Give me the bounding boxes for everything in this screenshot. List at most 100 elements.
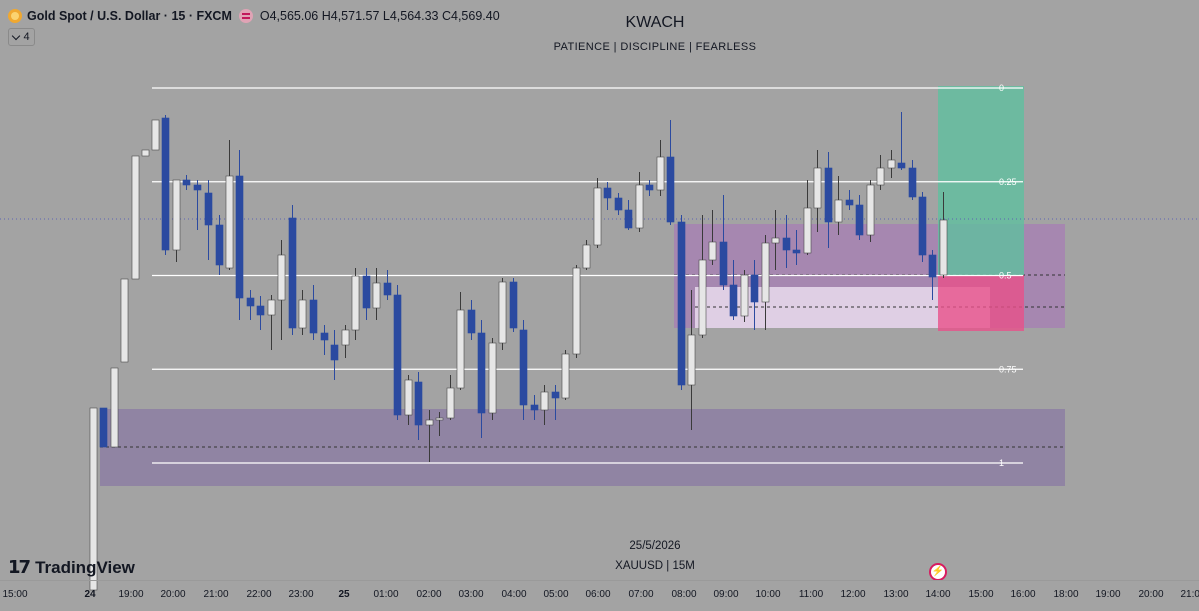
tradingview-wordmark: TradingView — [35, 557, 135, 577]
candle-body — [446, 387, 455, 419]
ohlc-values: O4,565.06 H4,571.57 L4,564.33 C4,569.40 — [259, 9, 500, 23]
candle-body — [582, 244, 591, 269]
candle-body — [792, 249, 801, 254]
time-tick-label: 25 — [338, 589, 350, 600]
market-status-icon[interactable] — [238, 9, 253, 23]
candle-body — [330, 344, 339, 361]
candle-body — [813, 167, 822, 209]
time-tick-label: 22:00 — [246, 589, 271, 600]
time-tick-label: 15:00 — [2, 589, 27, 600]
candle-body — [372, 282, 381, 309]
candle-body — [719, 241, 728, 286]
candle-body — [256, 305, 265, 316]
candle-body — [761, 242, 770, 303]
candle-body — [341, 329, 350, 346]
candle-body — [561, 353, 570, 399]
candle-body — [404, 379, 413, 416]
time-tick-label: 20:00 — [160, 589, 185, 600]
tradingview-logo[interactable]: 𝟭𝟳 TradingView — [8, 557, 135, 578]
chart-subtitle: PATIENCE | DISCIPLINE | FEARLESS — [553, 41, 757, 53]
candle-body — [351, 275, 360, 331]
candle-body — [309, 299, 318, 334]
candle-body — [845, 199, 854, 206]
candle-body — [477, 332, 486, 414]
symbol-title[interactable]: Gold Spot / U.S. Dollar · 15 · FXCM — [27, 9, 232, 23]
candle-body — [120, 278, 129, 363]
candle-body — [225, 175, 234, 269]
candle-body — [267, 299, 276, 316]
indicators-toggle-button[interactable]: 4 — [8, 28, 35, 46]
candle-body — [488, 342, 497, 414]
chevron-down-icon — [12, 31, 21, 40]
candle-body — [803, 207, 812, 254]
time-tick-label: 05:00 — [543, 589, 568, 600]
candle-body — [298, 299, 307, 329]
candle-body — [876, 167, 885, 186]
candle-body — [540, 391, 549, 411]
time-tick-label: 09:00 — [713, 589, 738, 600]
candle-body — [193, 184, 202, 191]
candle-body — [498, 281, 507, 344]
candle-body — [666, 156, 675, 223]
time-tick-label: 07:00 — [628, 589, 653, 600]
time-tick-label: 04:00 — [501, 589, 526, 600]
lightning-icon[interactable]: ⚡ — [929, 563, 947, 581]
candle-body — [393, 294, 402, 416]
time-tick-label: 21:00 — [203, 589, 228, 600]
candle-body — [603, 187, 612, 199]
time-tick-label: 08:00 — [671, 589, 696, 600]
candle-body — [740, 274, 749, 317]
candle-body — [729, 284, 738, 317]
indicator-count: 4 — [23, 31, 30, 43]
candle-body — [235, 175, 244, 299]
candle-body — [89, 407, 98, 591]
candle-body — [855, 204, 864, 236]
time-tick-label: 21:00 — [1180, 589, 1199, 600]
candle-body — [509, 281, 518, 329]
time-tick-label: 01:00 — [373, 589, 398, 600]
candle-body — [939, 219, 948, 276]
time-tick-label: 15:00 — [968, 589, 993, 600]
candle-body — [687, 334, 696, 386]
candle-body — [782, 237, 791, 251]
candle-body — [320, 332, 329, 341]
candle-body — [834, 199, 843, 223]
candle-body — [435, 417, 444, 421]
time-tick-label: 23:00 — [288, 589, 313, 600]
candle-body — [99, 407, 108, 448]
candle-body — [708, 241, 717, 261]
time-axis-divider — [0, 580, 1199, 581]
time-tick-label: 11:00 — [799, 589, 824, 600]
time-tick-label: 19:00 — [1095, 589, 1120, 600]
candle-body — [918, 196, 927, 256]
fib-label: 0.25 — [999, 177, 1017, 187]
candle-body — [572, 267, 581, 355]
candle-body — [887, 159, 896, 169]
candle-body — [141, 149, 150, 157]
candle-body — [131, 155, 140, 280]
candle-body — [215, 224, 224, 266]
time-tick-label: 19:00 — [118, 589, 143, 600]
time-tick-label: 13:00 — [883, 589, 908, 600]
candle-body — [866, 184, 875, 236]
candle-body — [624, 209, 633, 229]
time-tick-label: 12:00 — [840, 589, 865, 600]
candle-body — [677, 221, 686, 386]
chart-title: KWACH — [625, 14, 685, 31]
watermark-date: 25/5/2026 — [629, 540, 681, 552]
fib-label: 0 — [999, 83, 1004, 93]
candle-body — [635, 184, 644, 229]
symbol-legend[interactable]: Gold Spot / U.S. Dollar · 15 · FXCM O4,5… — [8, 6, 500, 26]
time-tick-label: 03:00 — [458, 589, 483, 600]
candle-body — [467, 309, 476, 334]
candle-body — [614, 197, 623, 211]
candle-body — [551, 391, 560, 399]
candle-body — [897, 162, 906, 169]
candle-body — [908, 167, 917, 198]
candle-body — [750, 274, 759, 303]
candle-body — [246, 297, 255, 307]
candle-body — [277, 254, 286, 301]
fib-label: 0.75 — [999, 364, 1017, 374]
time-tick-label: 24 — [84, 589, 96, 600]
